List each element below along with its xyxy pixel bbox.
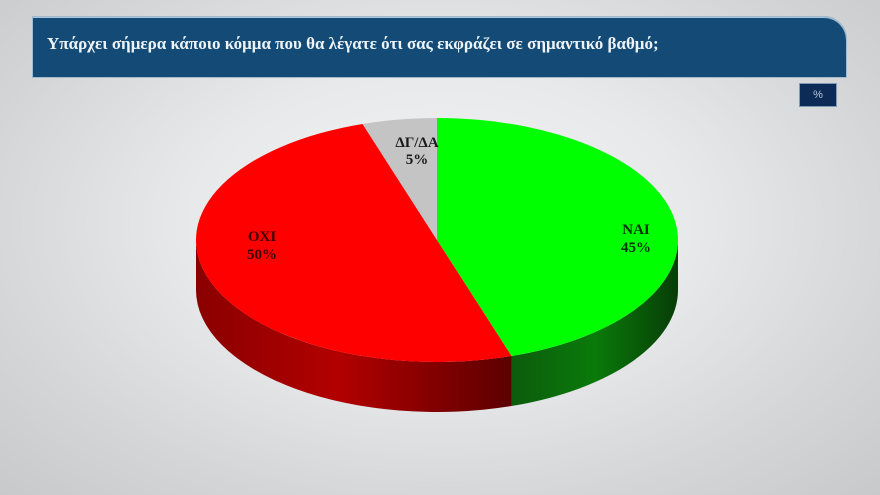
svg-text:5%: 5% bbox=[406, 152, 429, 168]
svg-text:ΝΑΙ: ΝΑΙ bbox=[622, 222, 650, 238]
svg-text:45%: 45% bbox=[621, 240, 651, 256]
svg-text:ΔΓ/ΔΑ: ΔΓ/ΔΑ bbox=[395, 135, 439, 151]
svg-text:50%: 50% bbox=[247, 247, 277, 263]
svg-text:OXI: OXI bbox=[248, 229, 277, 245]
